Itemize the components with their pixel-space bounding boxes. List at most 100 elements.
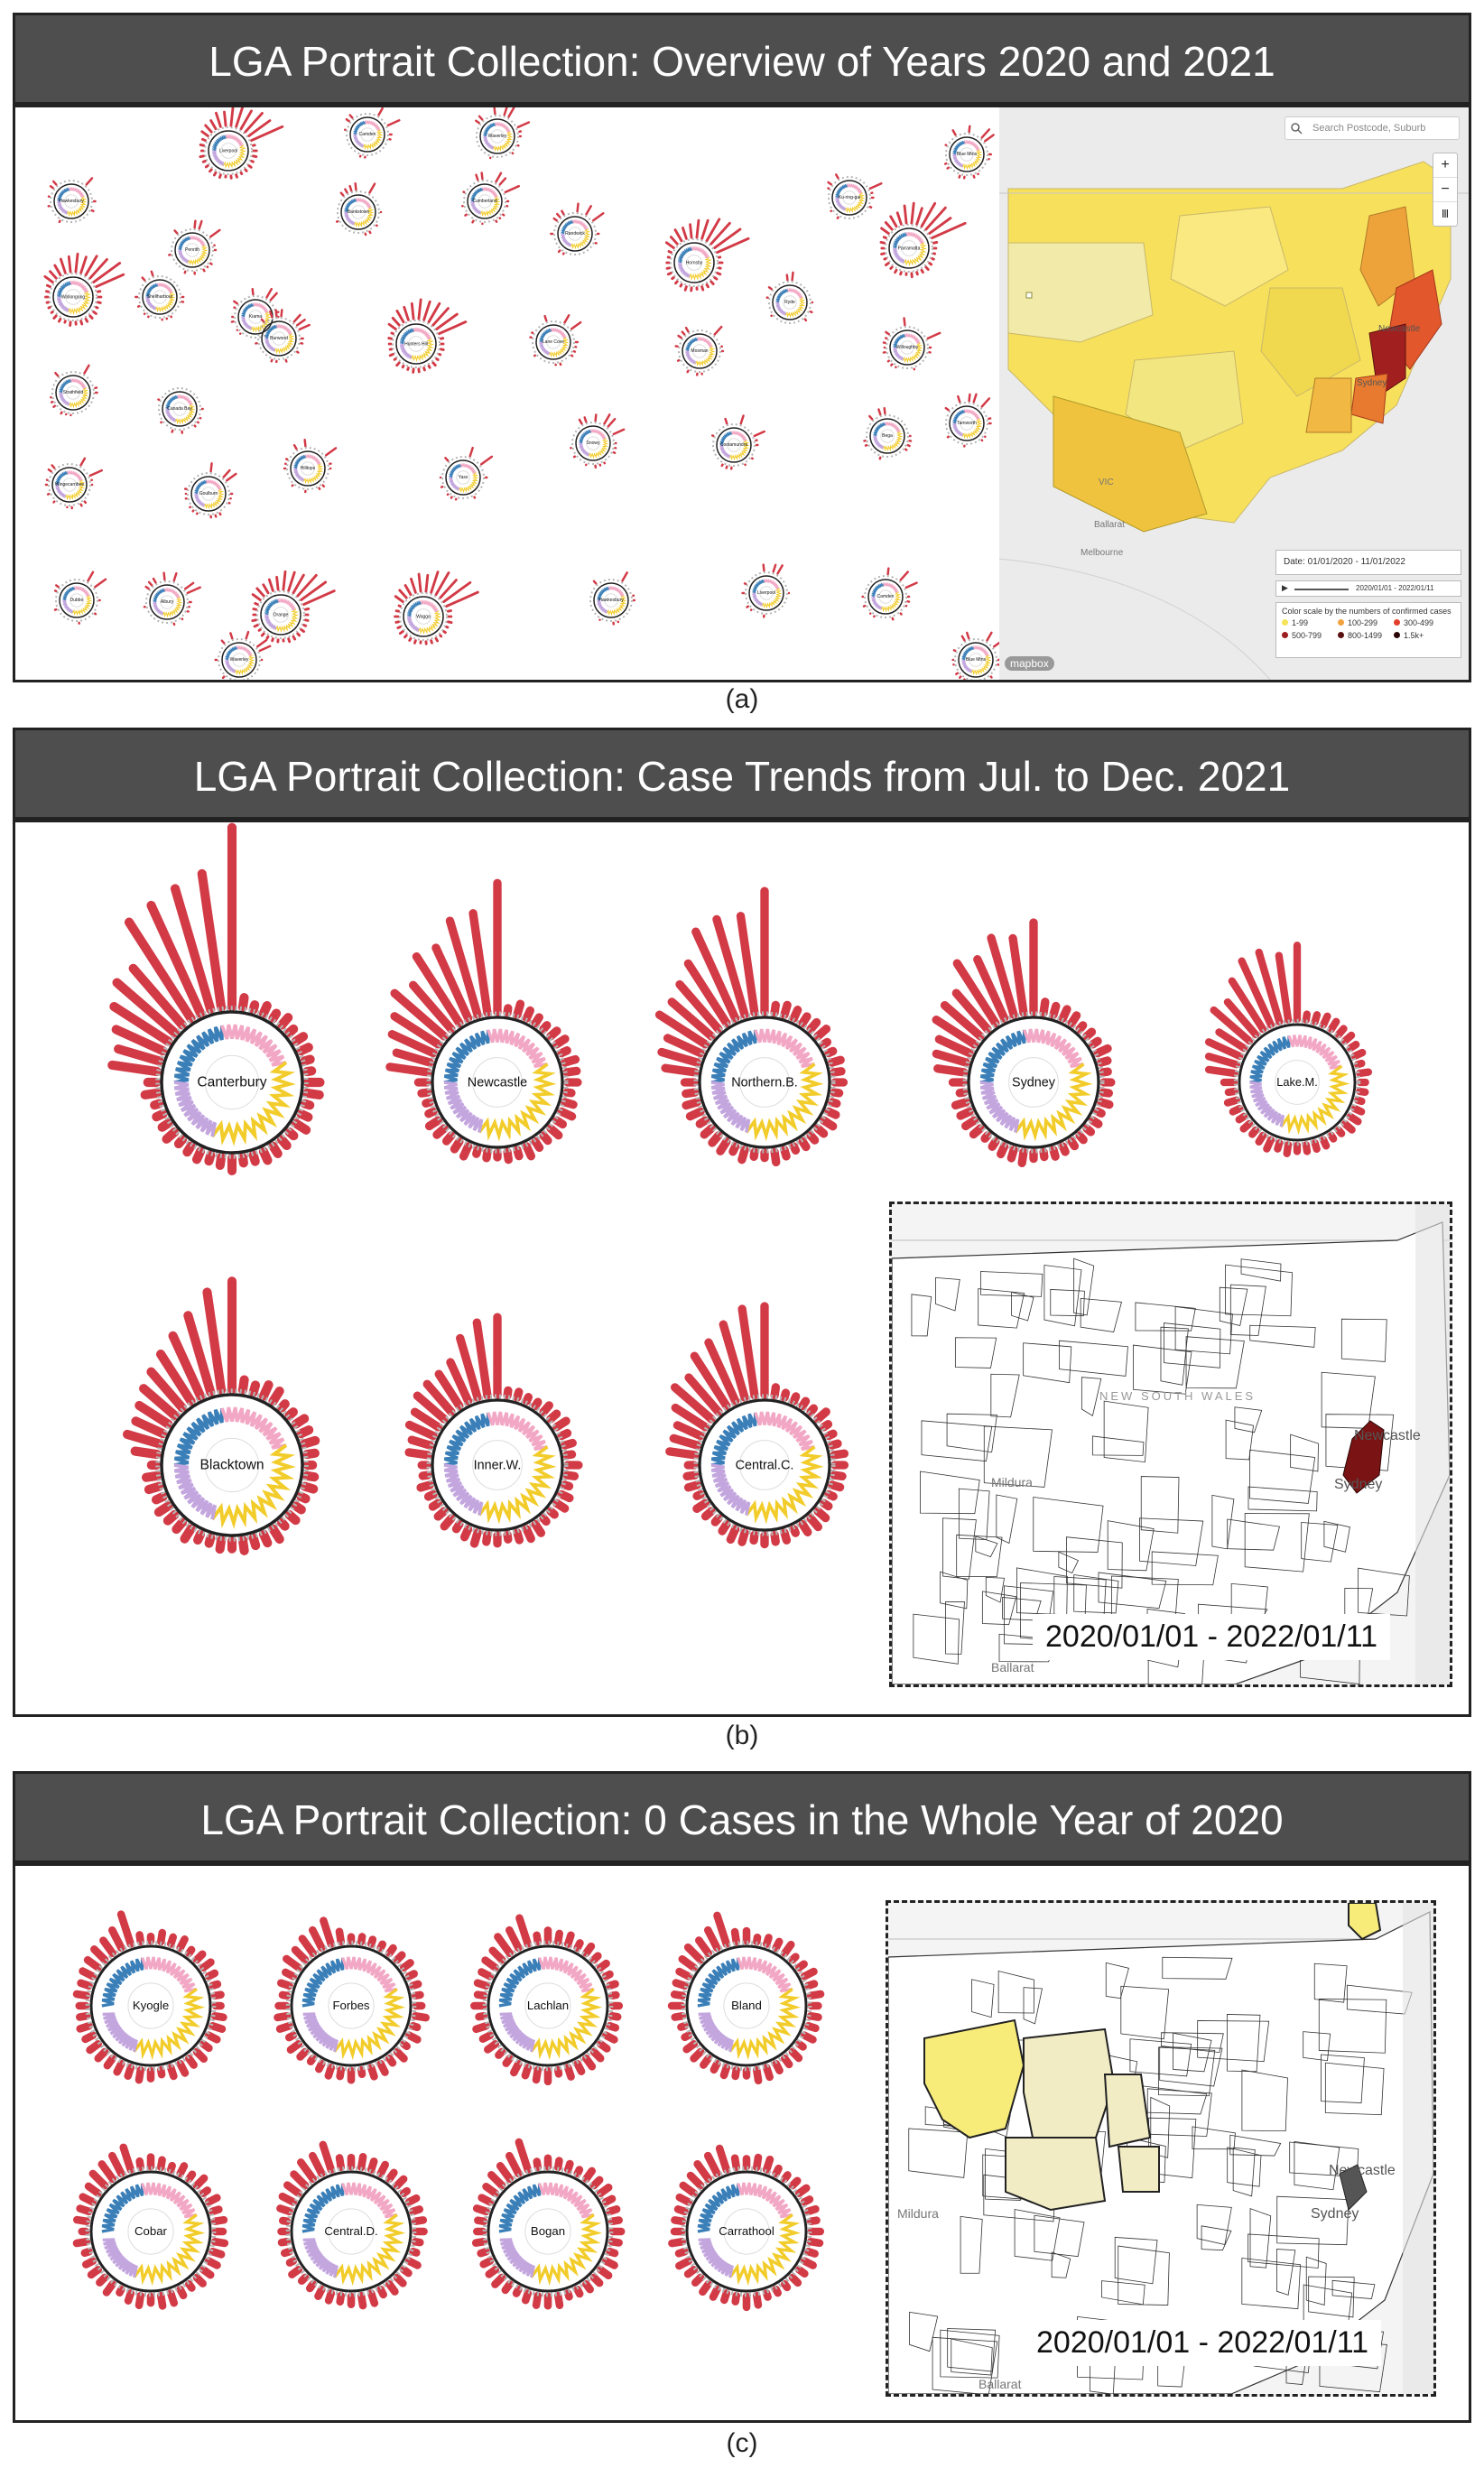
lga-portrait-glyph[interactable]: Hunters Hill: [387, 298, 468, 374]
case-bar: [695, 1116, 710, 1128]
lga-portrait-glyph[interactable]: Liverpool: [741, 563, 791, 618]
case-bar: [503, 107, 508, 116]
search-input[interactable]: Search Postcode, Suburb: [1285, 116, 1460, 140]
lga-portrait-glyph[interactable]: Burwood: [255, 309, 311, 364]
lga-portrait-glyph[interactable]: Waverley: [214, 630, 272, 680]
case-bar: [302, 1448, 320, 1460]
case-bar: [513, 1528, 524, 1545]
case-bar: [533, 1931, 543, 1946]
lga-portrait-glyph[interactable]: Hilltops: [283, 439, 338, 494]
lga-portrait-glyph[interactable]: Cumberland: [461, 172, 520, 226]
lga-portrait-glyph[interactable]: Camden: [344, 107, 401, 159]
detail-map-c[interactable]: Newcastle Sydney Mildura Ballarat 2020/0…: [886, 1900, 1436, 2397]
lga-portrait-glyph[interactable]: Cootamundra: [710, 414, 765, 470]
lga-portrait-glyph[interactable]: Wagga: [394, 571, 479, 645]
lga-portrait-glyph[interactable]: Blue Mtns: [951, 631, 999, 680]
slider-track[interactable]: [1294, 589, 1349, 590]
lga-portrait-glyph[interactable]: Ryde: [765, 271, 814, 324]
case-bar: [49, 270, 58, 280]
nsw-outline-map-c[interactable]: [888, 1903, 1433, 2394]
case-bar: [654, 1010, 710, 1049]
lga-portrait-glyph[interactable]: Northern.B.: [654, 886, 849, 1167]
lga-portrait-glyph[interactable]: Sydney: [932, 918, 1116, 1168]
lga-portrait-glyph[interactable]: Strathfield: [50, 364, 98, 417]
lga-portrait-glyph[interactable]: Yass: [439, 446, 494, 501]
lga-portrait-glyph[interactable]: Central.C.: [665, 1302, 849, 1549]
lga-portrait-glyph[interactable]: Hawkesbury: [47, 177, 97, 224]
lga-portrait-glyph[interactable]: Penrith: [168, 219, 221, 275]
lga-portrait-glyph[interactable]: Cobar: [72, 2143, 229, 2310]
trend-zigzag: [539, 341, 550, 356]
case-bar: [533, 2157, 543, 2172]
lga-portrait-glyph[interactable]: Blue Mtns: [944, 125, 995, 180]
lga-portrait-glyph[interactable]: Forbes: [274, 1916, 430, 2084]
lga-portrait-glyph[interactable]: Parramatta: [879, 201, 967, 279]
glyph-label: Cobar: [134, 2224, 168, 2238]
lga-portrait-glyph[interactable]: Shellharbour: [134, 270, 185, 321]
lga-portrait-glyph[interactable]: Carrathool: [668, 2144, 825, 2312]
case-bar: [162, 1127, 180, 1144]
play-icon[interactable]: ▶: [1282, 583, 1288, 592]
lga-portrait-glyph[interactable]: Dubbo: [53, 571, 107, 625]
zoom-out-button[interactable]: −: [1433, 178, 1457, 202]
case-bar: [699, 2279, 712, 2296]
lga-portrait-glyph[interactable]: Bankstown: [336, 182, 383, 237]
glyph-border: [716, 427, 752, 463]
lga-portrait-glyph[interactable]: Willoughby: [882, 317, 941, 371]
lga-portrait-glyph[interactable]: Goulburn: [183, 462, 237, 519]
timeline-ring: [218, 638, 261, 680]
lga-portrait-glyph[interactable]: Waverley: [475, 107, 531, 160]
glyph-border: [557, 216, 593, 252]
glyph-core: [1275, 1060, 1320, 1105]
lga-portrait-glyph[interactable]: Lake.M.: [1204, 942, 1373, 1157]
zoom-in-button[interactable]: +: [1433, 153, 1457, 178]
case-bar: [275, 575, 280, 591]
case-bar: [168, 1331, 206, 1401]
lga-portrait-glyph[interactable]: Bland: [667, 1911, 825, 2085]
lga-portrait-glyph[interactable]: Lane Cove: [529, 314, 582, 366]
case-bar: [237, 1536, 249, 1555]
lga-portrait-glyph[interactable]: Albury: [143, 571, 201, 626]
lga-portrait-glyph[interactable]: Kyogle: [72, 1910, 227, 2084]
lga-portrait-glyph[interactable]: Tamworth: [944, 393, 992, 448]
case-bar: [724, 417, 728, 425]
lga-portrait-glyph[interactable]: Mosman: [674, 325, 725, 376]
lga-portrait-glyph[interactable]: Bogan: [471, 2138, 626, 2310]
lga-portrait-glyph[interactable]: Newcastle: [385, 878, 582, 1164]
lga-portrait-glyph[interactable]: Camden: [861, 567, 918, 621]
case-bar: [146, 900, 206, 1018]
layers-button[interactable]: Ⅲ: [1441, 208, 1450, 220]
lga-portrait-glyph[interactable]: Canterbury: [107, 822, 325, 1175]
lga-portrait-glyph[interactable]: Hawkesbury: [589, 571, 636, 626]
case-bar: [789, 1392, 801, 1406]
lga-portrait-glyph[interactable]: Orange: [251, 570, 336, 644]
timeline-ring: [532, 320, 575, 364]
lga-portrait-glyph[interactable]: Hornsby: [664, 218, 750, 292]
case-bar: [1006, 1146, 1018, 1163]
case-bar: [1058, 1142, 1070, 1156]
lga-portrait-glyph[interactable]: Randwick: [550, 202, 605, 255]
trend-zigzag: [873, 435, 884, 450]
case-bar: [700, 1124, 716, 1139]
case-bar: [292, 573, 305, 595]
overview-map[interactable]: Newcastle Sydney VIC Melbourne Ballarat …: [999, 107, 1469, 680]
nsw-outline-map-b[interactable]: [892, 1204, 1450, 1684]
lga-portrait-glyph[interactable]: Blacktown: [122, 1276, 320, 1555]
lga-portrait-glyph[interactable]: Kiama: [230, 287, 280, 339]
caption-b: (b): [725, 1721, 759, 1750]
lga-portrait-glyph[interactable]: Central.D.: [276, 2140, 428, 2310]
lga-portrait-glyph[interactable]: Ku-ring-gai: [827, 173, 883, 219]
lga-portrait-glyph[interactable]: Bega: [863, 406, 913, 460]
lga-portrait-glyph[interactable]: Wollongong: [43, 252, 125, 327]
lga-portrait-glyph[interactable]: Wingecarribee: [44, 457, 103, 510]
lga-portrait-glyph[interactable]: Inner.W.: [404, 1313, 583, 1548]
case-bar: [473, 1979, 490, 1990]
detail-map-b[interactable]: Newcastle Sydney Mildura Ballarat NEW SO…: [889, 1202, 1452, 1687]
case-bar: [1346, 1112, 1362, 1126]
lga-portrait-glyph[interactable]: Canada Bay: [157, 387, 204, 434]
time-slider[interactable]: ▶ 2020/01/01 - 2022/01/11: [1275, 580, 1461, 597]
glyph-core: [568, 227, 582, 241]
lga-portrait-glyph[interactable]: Snowy: [570, 413, 626, 469]
lga-portrait-glyph[interactable]: Lachlan: [470, 1914, 624, 2086]
lga-portrait-glyph[interactable]: Liverpool: [199, 107, 284, 180]
